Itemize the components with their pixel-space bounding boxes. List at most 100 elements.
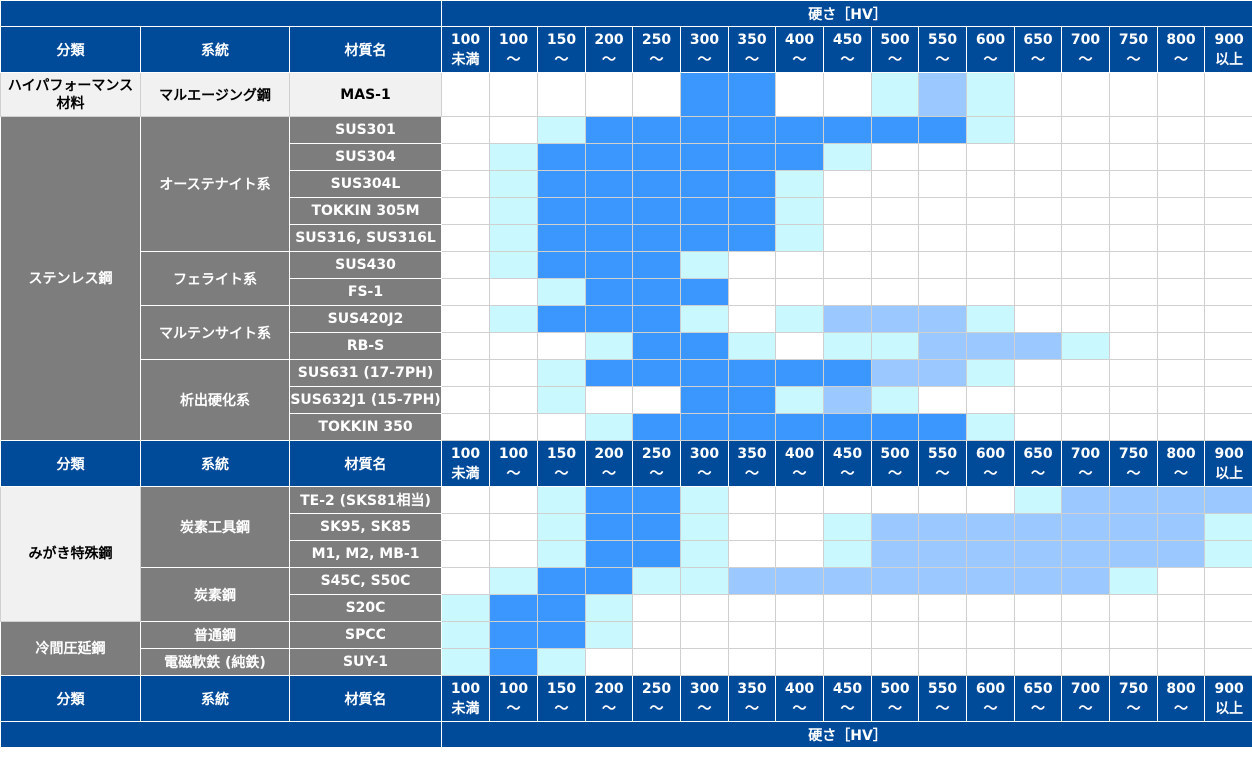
hardness-cell	[966, 197, 1016, 225]
hv-bin-bottom: ～	[1126, 465, 1141, 482]
hv-bin-bottom: ～	[983, 51, 998, 68]
hv-bin-header: 450 ～	[823, 675, 873, 722]
hardness-cell	[918, 567, 968, 595]
hv-bin-bottom: 以上	[1215, 465, 1244, 482]
hardness-cell	[680, 594, 730, 622]
hv-bin-top: 400	[784, 680, 815, 697]
table-row: 析出硬化系 SUS631 (17-7PH)	[1, 359, 1252, 441]
hardness-cell	[966, 72, 1016, 117]
hardness-cell	[918, 359, 968, 387]
hv-bin-top: 350	[737, 445, 767, 462]
hv-bin-bottom: ～	[649, 51, 664, 68]
hardness-cell	[871, 197, 920, 225]
hardness-cell	[1157, 413, 1206, 441]
hardness-cell	[441, 567, 491, 595]
hardness-cell	[585, 540, 634, 568]
table-row: SUS316, SUS316L	[1, 224, 1252, 252]
hv-bin-bottom: ～	[649, 700, 664, 717]
material-cell: SUY-1	[288, 648, 443, 676]
hardness-cell	[1157, 386, 1206, 414]
hv-bin-top: 400	[784, 31, 815, 48]
hardness-cell	[823, 359, 873, 387]
col-material: 材質名	[288, 675, 443, 722]
hardness-cell	[1109, 170, 1159, 198]
hardness-cell	[537, 359, 587, 387]
hardness-cell	[537, 621, 587, 649]
hardness-cell	[871, 143, 920, 171]
hardness-cell	[489, 413, 539, 441]
category-cell: ハイパフォーマンス材料	[0, 72, 141, 117]
hardness-cell	[728, 251, 777, 279]
table-row: M1, M2, MB-1	[1, 540, 1252, 568]
material-cell: SUS301	[288, 116, 443, 144]
hardness-cell	[537, 513, 587, 541]
hardness-cell	[537, 197, 587, 225]
hv-bin-header: 250 ～	[632, 440, 682, 487]
hv-bin-top: 700	[1070, 445, 1101, 462]
hv-bin-bottom: ～	[506, 465, 521, 482]
system-cell: 電磁軟鉄 (純鉄)	[140, 648, 290, 676]
hardness-cell	[441, 486, 491, 514]
hardness-cell	[918, 513, 968, 541]
hardness-cell	[1204, 567, 1252, 595]
hardness-cell	[489, 224, 539, 252]
hardness-cell	[1109, 332, 1159, 360]
col-material: 材質名	[288, 440, 443, 487]
hardness-cell	[489, 332, 539, 360]
hv-bin-header: 550 ～	[918, 440, 968, 487]
hv-bin-bottom: ～	[1078, 700, 1093, 717]
category-cell: 冷間圧延鋼	[0, 621, 141, 676]
hardness-cell	[1109, 648, 1159, 676]
hv-bin-bottom: ～	[1126, 51, 1141, 68]
hv-bin-header: 200 ～	[585, 440, 634, 487]
header-row-3: 分類 系統 材質名 100 未満 100 ～ 150 ～ 200 ～ 250 ～ 300 ～ 350 ～ 400 ～…	[0, 675, 1252, 722]
hardness-cell	[489, 116, 539, 144]
hardness-cell	[775, 621, 825, 649]
hardness-cell	[537, 648, 587, 676]
hardness-cell	[680, 513, 730, 541]
hardness-cell	[918, 116, 968, 144]
hardness-cell	[680, 413, 730, 441]
hardness-cell	[632, 197, 682, 225]
table-row: ハイパフォーマンス材料 マルエージング鋼 MAS-1	[0, 72, 1252, 117]
material-cell: SUS316, SUS316L	[288, 224, 443, 252]
hardness-cell	[1061, 143, 1111, 171]
hardness-cell	[585, 170, 634, 198]
hardness-cell	[728, 513, 777, 541]
hardness-cell	[966, 540, 1016, 568]
hardness-cell	[1014, 224, 1063, 252]
table-row: 電磁軟鉄 (純鉄) SUY-1	[1, 648, 1252, 676]
hardness-cell	[489, 594, 539, 622]
hardness-cell	[537, 251, 587, 279]
hardness-cell	[585, 648, 634, 676]
hv-bin-bottom: ～	[935, 700, 950, 717]
hardness-cell	[918, 486, 968, 514]
hardness-cell	[823, 197, 873, 225]
hardness-cell	[1061, 224, 1111, 252]
hv-bin-bottom: ～	[1031, 465, 1046, 482]
hardness-cell	[966, 567, 1016, 595]
hardness-cell	[632, 116, 682, 144]
hardness-cell	[1061, 305, 1111, 333]
hardness-cell	[1061, 72, 1111, 117]
hardness-cell	[441, 540, 491, 568]
hv-bin-bottom: ～	[1174, 465, 1189, 482]
hardness-cell	[728, 413, 777, 441]
hardness-cell	[632, 72, 682, 117]
hardness-cell	[918, 305, 968, 333]
hardness-cell	[1109, 116, 1159, 144]
hardness-cell	[775, 170, 825, 198]
material-cell: SUS632J1 (15-7PH)	[288, 386, 443, 414]
hv-bin-bottom: ～	[840, 465, 855, 482]
hv-bin-top: 650	[1023, 31, 1053, 48]
hardness-cell	[775, 486, 825, 514]
table-row: 冷間圧延鋼 普通鋼 SPCC	[0, 621, 1252, 676]
hardness-cell	[1157, 116, 1206, 144]
hardness-cell	[823, 72, 873, 117]
hardness-cell	[489, 648, 539, 676]
hv-bin-header: 200 ～	[585, 26, 634, 73]
table-row: 炭素鋼 S45C, S50C	[1, 567, 1252, 622]
hardness-cell	[775, 540, 825, 568]
hv-bin-top: 900	[1214, 31, 1244, 48]
hv-bin-top: 900	[1214, 445, 1244, 462]
